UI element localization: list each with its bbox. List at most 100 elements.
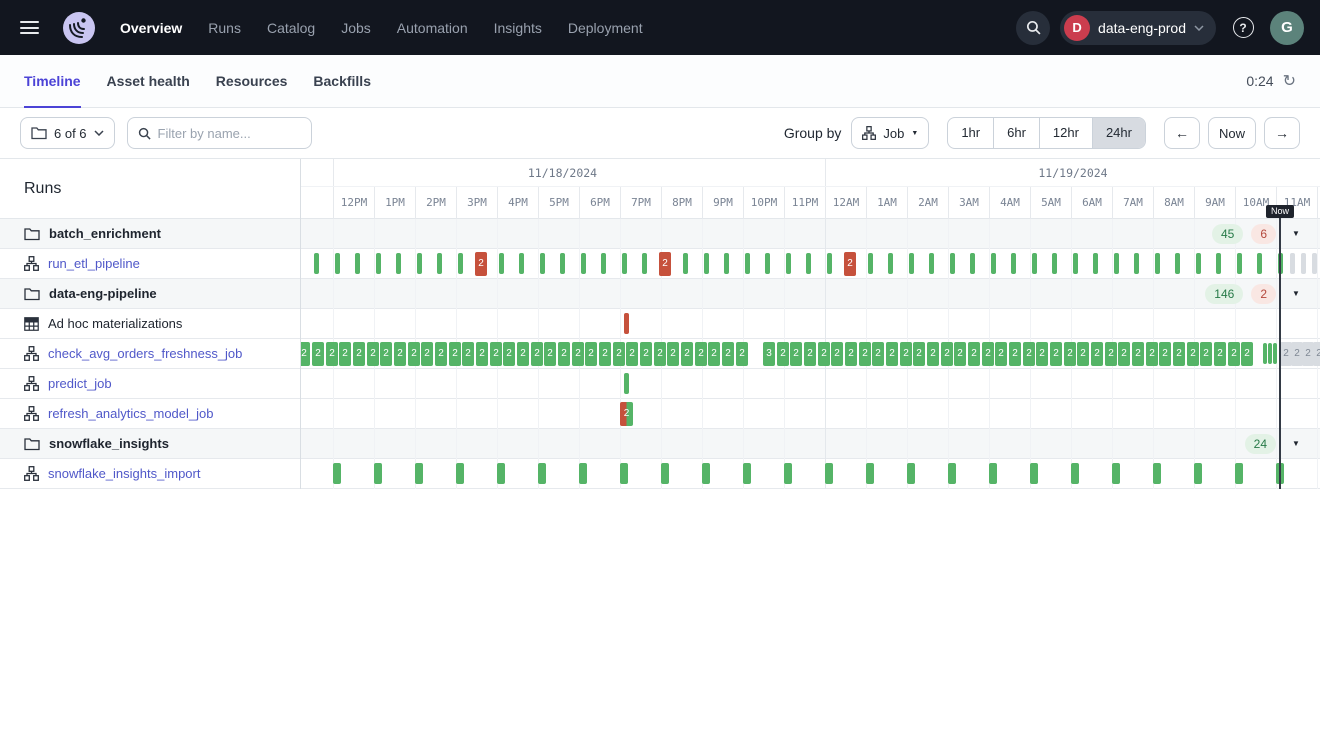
run-bar-ok[interactable]: 2 — [408, 342, 420, 366]
timeline-prev-button[interactable]: ← — [1164, 117, 1200, 149]
run-bar-ok[interactable]: 2 — [982, 342, 994, 366]
job-link[interactable]: run_etl_pipeline — [48, 256, 140, 271]
run-bar-ok[interactable]: 2 — [531, 342, 543, 366]
run-bar-ok[interactable] — [745, 253, 750, 274]
collapse-caret-icon[interactable]: ▼ — [1276, 289, 1316, 298]
run-bar-ok[interactable]: 2 — [1228, 342, 1240, 366]
run-bar-ok[interactable]: 2 — [1241, 342, 1253, 366]
run-bar-ok[interactable] — [374, 463, 382, 484]
run-bar-ok[interactable] — [622, 253, 627, 274]
run-bar-ok[interactable]: 2 — [367, 342, 379, 366]
run-bar-ok[interactable]: 2 — [476, 342, 488, 366]
run-bar-ok[interactable]: 2 — [818, 342, 830, 366]
run-bar-ok[interactable]: 2 — [572, 342, 584, 366]
run-bar-sched[interactable] — [1312, 253, 1317, 274]
name-filter-input[interactable] — [158, 126, 301, 141]
run-bar-ok[interactable]: 2 — [736, 342, 748, 366]
run-bar-ok[interactable]: 2 — [886, 342, 898, 366]
nav-item-deployment[interactable]: Deployment — [568, 20, 643, 36]
job-link[interactable]: refresh_analytics_model_job — [48, 406, 213, 421]
run-bar-ok[interactable]: 2 — [1091, 342, 1103, 366]
run-bar-ok[interactable] — [1196, 253, 1201, 274]
run-bar-sched[interactable] — [1290, 253, 1295, 274]
run-bar-ok[interactable] — [1175, 253, 1180, 274]
group-by-select[interactable]: Job ▼ — [851, 117, 929, 149]
run-bar-ok[interactable] — [1114, 253, 1119, 274]
run-bar-ok[interactable] — [1093, 253, 1098, 274]
tab-timeline[interactable]: Timeline — [24, 55, 81, 108]
run-bar-ok[interactable] — [314, 253, 319, 274]
run-bar-ok[interactable] — [991, 253, 996, 274]
run-bar-ok[interactable] — [724, 253, 729, 274]
run-bar-ok[interactable] — [827, 253, 832, 274]
run-bar-fail[interactable] — [624, 313, 629, 334]
range-12hr[interactable]: 12hr — [1039, 118, 1092, 148]
run-bar-ok[interactable]: 2 — [804, 342, 816, 366]
run-bar-ok[interactable]: 2 — [503, 342, 515, 366]
run-bar-ok[interactable]: 2 — [1214, 342, 1226, 366]
run-bar-ok[interactable] — [909, 253, 914, 274]
run-bar-ok[interactable]: 2 — [695, 342, 707, 366]
run-bar-ok[interactable]: 2 — [1036, 342, 1048, 366]
run-bar-ok[interactable]: 2 — [1077, 342, 1089, 366]
run-bar-ok[interactable]: 2 — [995, 342, 1007, 366]
run-bar-ok[interactable] — [1257, 253, 1262, 274]
run-bar-ok[interactable] — [581, 253, 586, 274]
run-bar-ok[interactable] — [1011, 253, 1016, 274]
run-bar-ok[interactable]: 2 — [968, 342, 980, 366]
run-bar-ok[interactable] — [806, 253, 811, 274]
run-bar-ok[interactable] — [950, 253, 955, 274]
run-bar-ok[interactable]: 2 — [654, 342, 666, 366]
timeline-next-button[interactable]: → — [1264, 117, 1300, 149]
run-bar-ok[interactable] — [1155, 253, 1160, 274]
run-bar-ok[interactable] — [702, 463, 710, 484]
run-bar-ok[interactable]: 2 — [1009, 342, 1021, 366]
run-bar-ok[interactable] — [417, 253, 422, 274]
run-bar-ok[interactable]: 2 — [1132, 342, 1144, 366]
run-bar-sched[interactable] — [1301, 253, 1306, 274]
tab-asset-health[interactable]: Asset health — [107, 55, 190, 108]
run-bar-ok[interactable]: 2 — [1023, 342, 1035, 366]
run-bar-ok[interactable] — [1073, 253, 1078, 274]
run-bar-ok[interactable]: 2 — [599, 342, 611, 366]
run-bar-ok[interactable] — [1032, 253, 1037, 274]
run-bar-ok[interactable]: 2 — [667, 342, 679, 366]
hamburger-menu-icon[interactable] — [16, 11, 50, 45]
run-bar-ok[interactable] — [929, 253, 934, 274]
run-bar-ok[interactable] — [333, 463, 341, 484]
run-bar-ok[interactable]: 2 — [941, 342, 953, 366]
run-bar-ok[interactable]: 2 — [490, 342, 502, 366]
run-bar-ok[interactable]: 2 — [300, 342, 310, 366]
tab-backfills[interactable]: Backfills — [313, 55, 371, 108]
run-bar-fail[interactable]: 2 — [659, 252, 671, 276]
run-bar-ok[interactable]: 2 — [435, 342, 447, 366]
run-bar-ok[interactable]: 2 — [954, 342, 966, 366]
run-bar-ok[interactable] — [1237, 253, 1242, 274]
run-bar-ok[interactable] — [519, 253, 524, 274]
run-bar-ok[interactable]: 2 — [872, 342, 884, 366]
range-6hr[interactable]: 6hr — [993, 118, 1039, 148]
run-bar-ok[interactable]: 2 — [462, 342, 474, 366]
range-24hr[interactable]: 24hr — [1092, 118, 1145, 148]
run-bar-ok[interactable] — [601, 253, 606, 274]
run-bar-ok[interactable] — [825, 463, 833, 484]
run-bar-ok[interactable] — [1030, 463, 1038, 484]
nav-item-insights[interactable]: Insights — [494, 20, 542, 36]
run-bar-ok[interactable] — [540, 253, 545, 274]
run-bar-ok[interactable]: 2 — [1064, 342, 1076, 366]
run-bar-ok[interactable]: 2 — [722, 342, 734, 366]
collapse-caret-icon[interactable]: ▼ — [1276, 229, 1316, 238]
run-bar-ok[interactable]: 2 — [900, 342, 912, 366]
run-bar-ok[interactable]: 2 — [421, 342, 433, 366]
run-bar-ok[interactable] — [335, 253, 340, 274]
run-bar-ok[interactable]: 2 — [353, 342, 365, 366]
run-bar-ok[interactable] — [866, 463, 874, 484]
collapse-caret-icon[interactable]: ▼ — [1276, 439, 1316, 448]
run-bar-ok[interactable]: 2 — [326, 342, 338, 366]
run-bar-ok[interactable] — [683, 253, 688, 274]
run-bar-ok[interactable] — [868, 253, 873, 274]
run-bar-ok[interactable] — [1134, 253, 1139, 274]
job-link[interactable]: check_avg_orders_freshness_job — [48, 346, 242, 361]
nav-item-runs[interactable]: Runs — [208, 20, 241, 36]
nav-item-jobs[interactable]: Jobs — [341, 20, 371, 36]
